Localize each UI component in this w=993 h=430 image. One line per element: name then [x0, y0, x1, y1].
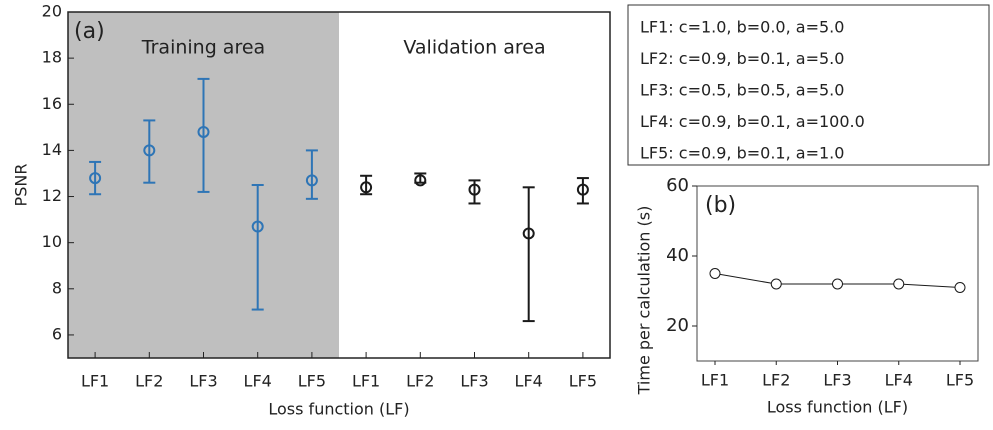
x-tick-label: LF2: [135, 372, 163, 391]
x-tick-label: LF5: [569, 372, 597, 391]
y-tick-label: 20: [42, 2, 62, 21]
x-tick-label: LF2: [406, 372, 434, 391]
mean-marker: [522, 227, 535, 240]
x-tick-label: LF5: [298, 372, 326, 391]
parameter-line: LF5: c=0.9, b=0.1, a=1.0: [640, 144, 844, 163]
parameter-line: LF3: c=0.5, b=0.5, a=5.0: [640, 81, 844, 100]
area-label: Training area: [141, 37, 265, 59]
mean-marker: [305, 174, 318, 187]
point-marker: [832, 278, 843, 290]
y-tick-label: 20: [666, 315, 689, 336]
x-tick-label: LF4: [515, 372, 543, 391]
x-tick-label: LF5: [946, 371, 974, 390]
y-axis-label: PSNR: [12, 164, 31, 207]
x-tick-label: LF4: [244, 372, 272, 391]
y-tick-label: 10: [42, 232, 62, 251]
y-tick-label: 18: [42, 48, 62, 67]
mean-marker: [576, 183, 589, 196]
parameter-line: LF4: c=0.9, b=0.1, a=100.0: [640, 112, 865, 131]
y-tick-label: 16: [42, 94, 62, 113]
mean-marker: [251, 220, 264, 233]
mean-marker: [468, 183, 481, 196]
x-tick-label: LF1: [352, 372, 380, 391]
x-axis-label: Loss function (LF): [767, 398, 908, 417]
y-tick-label: 8: [52, 278, 62, 297]
y-tick-label: 6: [52, 324, 62, 343]
plot-frame: [696, 185, 979, 362]
mean-marker: [360, 181, 373, 194]
mean-marker: [143, 144, 156, 157]
y-tick-label: 40: [666, 245, 689, 266]
y-axis-label: Time per calculation (s): [635, 206, 654, 396]
mean-marker: [197, 125, 210, 138]
y-tick-label: 14: [42, 140, 62, 159]
point-marker: [954, 282, 966, 293]
panel-label: (b): [705, 193, 736, 218]
x-tick-label: LF1: [701, 371, 729, 390]
parameter-box: [627, 4, 990, 166]
y-tick-label: 12: [42, 186, 62, 205]
x-tick-label: LF3: [460, 372, 488, 391]
x-tick-label: LF4: [885, 371, 913, 390]
x-tick-label: LF3: [823, 371, 851, 390]
y-tick-label: 60: [666, 175, 689, 196]
mean-marker: [414, 174, 427, 187]
area-label: Validation area: [403, 37, 545, 59]
plot-frame: [67, 11, 611, 359]
point-marker: [709, 268, 721, 279]
panel-label: (a): [74, 19, 105, 44]
x-tick-label: LF2: [762, 371, 790, 390]
mean-marker: [89, 172, 102, 185]
x-tick-label: LF1: [81, 372, 109, 391]
x-tick-label: LF3: [189, 372, 217, 391]
point-marker: [893, 278, 905, 290]
x-axis-label: Loss function (LF): [268, 400, 409, 419]
parameter-line: LF1: c=1.0, b=0.0, a=5.0: [640, 18, 844, 37]
point-marker: [770, 278, 782, 290]
parameter-line: LF2: c=0.9, b=0.1, a=5.0: [640, 49, 844, 68]
